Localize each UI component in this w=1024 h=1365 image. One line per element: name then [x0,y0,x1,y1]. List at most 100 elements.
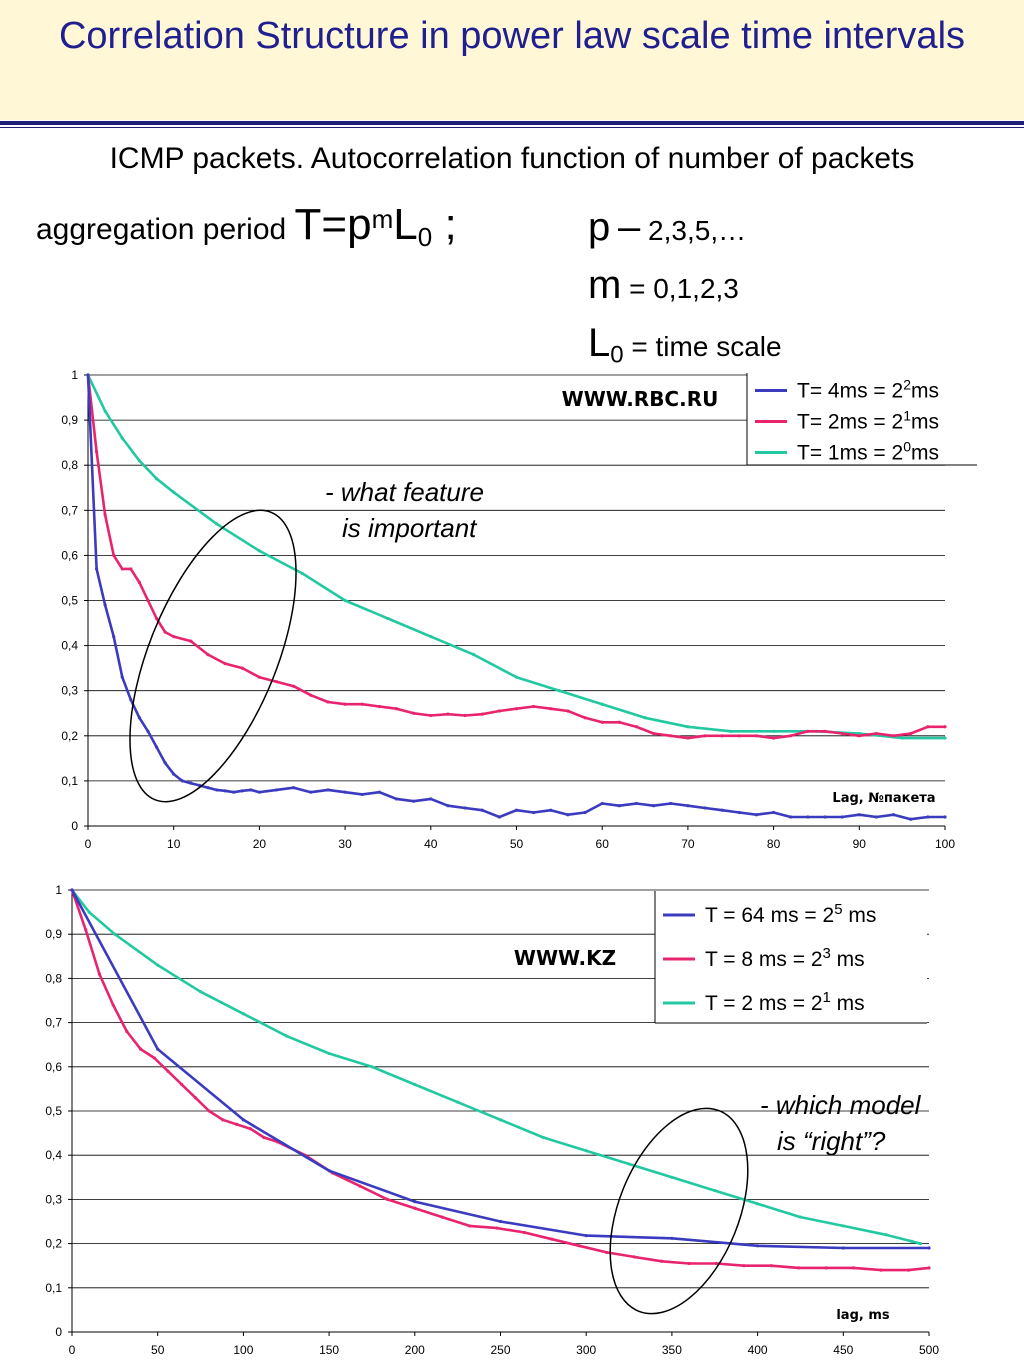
y-tick-label: 0,2 [45,1237,62,1251]
param-m-values: = 0,1,2,3 [621,273,739,304]
data-point-2 [262,1135,266,1140]
data-point-3 [214,522,219,526]
x-axis-label: lag, ms [836,1308,890,1323]
annotation-text: is important [342,513,478,543]
formula-m: m [371,204,394,234]
data-point-3 [498,1118,503,1122]
data-point-1 [927,1246,931,1250]
data-point-1 [70,888,74,892]
x-tick-label: 10 [167,837,181,851]
annotation-text: - which model [760,1090,922,1120]
legend-text: T = 64 ms = 2 [705,904,834,927]
y-tick-label: 0,9 [45,927,62,941]
data-point-3 [627,1162,631,1166]
data-point-1 [172,772,176,776]
data-point-2 [360,702,364,706]
data-point-3 [557,689,561,693]
data-point-2 [152,1056,156,1060]
legend-text: T= 2ms = 2 [797,411,903,434]
data-point-3 [429,634,433,639]
y-tick-label: 0,3 [61,684,78,698]
data-point-2 [429,713,433,718]
data-point-1 [292,786,296,790]
data-point-2 [112,553,116,558]
data-point-1 [214,788,219,792]
data-point-1 [652,804,656,808]
x-tick-label: 50 [510,837,524,851]
data-point-1 [634,801,639,806]
data-point-2 [926,725,930,729]
data-point-1 [943,815,947,819]
data-point-2 [154,616,159,621]
x-tick-label: 250 [490,1343,510,1357]
data-point-1 [232,790,236,794]
legend-label-1: T = 64 ms = 25 ms [705,901,876,927]
data-point-2 [909,731,913,736]
data-point-2 [240,666,244,670]
data-point-1 [412,799,416,803]
y-tick-label: 0,5 [45,1104,62,1118]
x-tick-label: 50 [151,1343,165,1357]
data-point-2 [103,513,107,517]
annotation-text: - what feature [325,477,484,507]
aggregation-prefix: aggregation period [36,213,287,246]
data-point-3 [456,1100,460,1104]
data-point-3 [413,1082,417,1087]
x-tick-label: 70 [681,837,695,851]
data-point-3 [841,1224,845,1228]
data-point-1 [498,1219,503,1224]
data-point-2 [84,928,88,932]
data-point-2 [146,598,150,603]
data-point-2 [193,1096,198,1100]
legend-superscript: 0 [903,439,911,455]
data-point-1 [103,603,107,607]
data-point-3 [300,571,304,576]
param-p-symbol: p [588,205,611,249]
data-point-1 [86,373,90,377]
legend-label-3: T = 2 ms = 21 ms [705,989,865,1015]
data-point-3 [584,1149,588,1153]
data-point-2 [309,693,313,697]
data-point-3 [918,1242,923,1246]
data-point-2 [138,1047,143,1051]
x-tick-label: 0 [85,837,92,851]
title-divider-thick [0,121,1024,125]
data-point-2 [737,734,741,738]
data-point-2 [686,736,690,740]
data-point-1 [806,815,810,819]
data-point-2 [97,972,102,976]
x-tick-label: 40 [424,837,438,851]
data-point-3 [857,731,861,736]
legend-text: T= 4ms = 2 [797,380,903,403]
data-point-2 [129,567,133,571]
data-point-3 [643,716,647,720]
data-point-2 [189,639,193,643]
data-point-1 [257,790,261,794]
data-point-1 [754,813,759,817]
data-point-1 [129,698,133,702]
data-point-3 [120,436,124,440]
data-point-2 [166,1069,170,1073]
legend-label-3: T= 1ms = 20ms [797,439,939,465]
data-point-1 [600,801,604,806]
y-tick-label: 0,4 [45,1148,62,1162]
data-point-3 [472,653,476,657]
x-tick-label: 80 [767,837,781,851]
legend-text: T = 2 ms = 2 [705,992,823,1015]
x-tick-label: 300 [576,1343,596,1357]
annotation-ellipse [609,1107,749,1315]
formula-end: ; [432,200,457,249]
data-point-1 [360,792,364,797]
data-point-2 [111,1003,115,1007]
data-point-2 [797,1266,801,1270]
data-point-2 [703,734,707,738]
data-point-2 [600,720,604,724]
data-point-2 [669,734,673,738]
data-point-2 [879,1268,883,1272]
legend-text: T = 8 ms = 2 [705,948,823,971]
data-point-1 [154,745,159,749]
data-point-3 [386,616,390,621]
data-point-1 [874,815,879,819]
data-point-1 [549,808,553,812]
data-point-2 [274,680,279,684]
